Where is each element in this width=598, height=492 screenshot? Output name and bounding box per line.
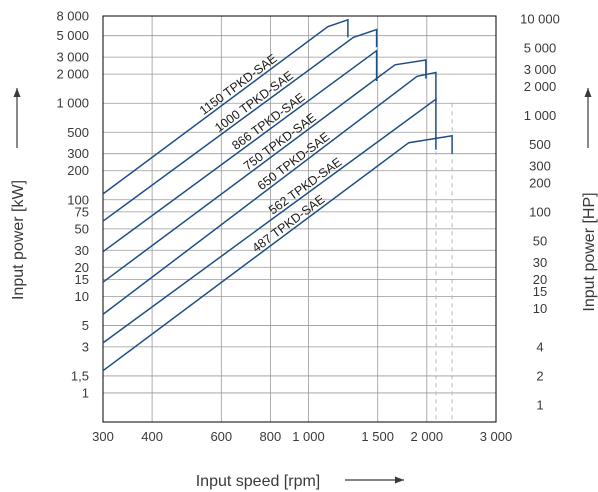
y-right-axis-title: Input power [HP] — [581, 192, 598, 311]
x-axis-title: Input speed [rpm] — [196, 473, 321, 490]
y-right-tick-label-20: 20 — [533, 272, 547, 287]
plot-frame — [102, 15, 497, 423]
series-line-650-tpkd-sae — [102, 71, 437, 315]
y-left-tick-label-5: 5 — [82, 318, 89, 333]
y-left-tick-label-100: 100 — [67, 192, 89, 207]
y-right-tick-label-100: 100 — [529, 205, 551, 220]
x-tick-label-1000: 1 000 — [292, 429, 325, 444]
series-line-562-tpkd-sae — [102, 97, 437, 344]
y-left-axis-title: Input power [kW] — [10, 180, 27, 300]
series-lines — [102, 18, 453, 372]
x-tick-label-3000: 3 000 — [480, 429, 513, 444]
x-tick-label-800: 800 — [260, 429, 282, 444]
y-left-tick-label-20: 20 — [75, 260, 89, 275]
x-tick-label-2000: 2 000 — [411, 429, 444, 444]
y-left-tick-label-3000: 3 000 — [56, 50, 89, 65]
y-right-tick-label-5000: 5 000 — [524, 41, 557, 56]
x-tick-label-1500: 1 500 — [361, 429, 394, 444]
y-left-tick-label-200: 200 — [67, 163, 89, 178]
y-right-tick-label-15: 15 — [533, 284, 547, 299]
y-left-tick-label-1: 1 — [82, 385, 89, 400]
series-line-750-tpkd-sae — [102, 59, 427, 283]
y-right-tick-label-2000: 2 000 — [524, 79, 557, 94]
y-left-tick-label-2000: 2 000 — [56, 67, 89, 82]
series-line-1150-tpkd-sae — [102, 18, 349, 195]
y-left-tick-label-8000: 8 000 — [56, 9, 89, 24]
y-right-tick-label-30: 30 — [533, 255, 547, 270]
y-right-tick-label-2: 2 — [536, 369, 543, 384]
y-left-tick-label-1000: 1 000 — [56, 96, 89, 111]
y-right-tick-label-300: 300 — [529, 159, 551, 174]
y-right-tick-label-4: 4 — [536, 340, 543, 355]
y-right-tick-label-10000: 10 000 — [520, 11, 560, 26]
y-right-tick-label-3000: 3 000 — [524, 62, 557, 77]
y-left-tick-label-10: 10 — [75, 289, 89, 304]
y-left-tick-label-15: 15 — [75, 272, 89, 287]
x-tick-label-600: 600 — [210, 429, 232, 444]
y-right-tick-label-500: 500 — [529, 137, 551, 152]
y-right-tick-label-1: 1 — [536, 398, 543, 413]
dashed-reference-lines — [435, 103, 453, 422]
series-line-866-tpkd-sae — [102, 49, 378, 253]
y-left-tick-label-3: 3 — [82, 339, 89, 354]
y-right-tick-label-200: 200 — [529, 176, 551, 191]
y-left-tick-label-1-5: 1,5 — [71, 368, 89, 383]
y-left-tick-label-50: 50 — [75, 221, 89, 236]
y-right-tick-label-1000: 1 000 — [524, 108, 557, 123]
y-right-tick-label-50: 50 — [533, 234, 547, 249]
x-tick-label-400: 400 — [141, 429, 163, 444]
y-right-tick-label-10: 10 — [533, 301, 547, 316]
y-left-tick-label-30: 30 — [75, 243, 89, 258]
series-line-1000-tpkd-sae — [102, 28, 378, 222]
x-tick-labels: 300 400 600 800 1 000 1 500 2 000 3 000 — [92, 429, 512, 444]
y-left-tick-label-500: 500 — [67, 125, 89, 140]
x-tick-label-300: 300 — [92, 429, 114, 444]
y-left-tick-label-75: 75 — [75, 204, 89, 219]
y-left-tick-label-300: 300 — [67, 146, 89, 161]
y-left-tick-label-5000: 5 000 — [56, 28, 89, 43]
series-line-487-tpkd-sae — [102, 134, 453, 372]
